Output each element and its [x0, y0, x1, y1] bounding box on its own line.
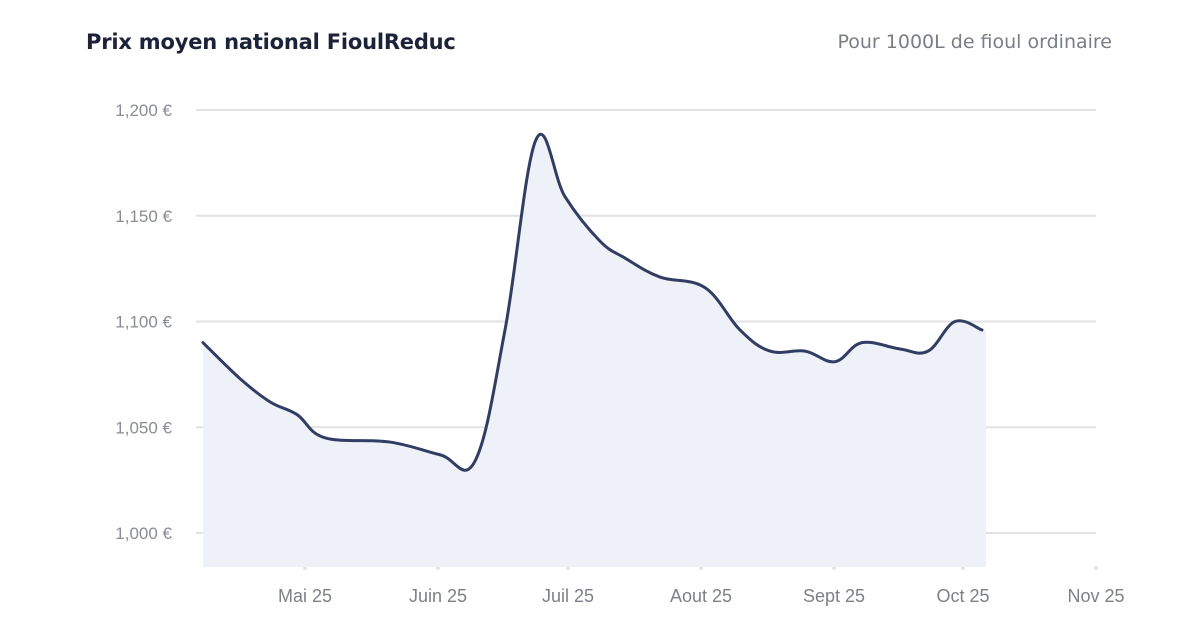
y-tick-label: 1,000 € [115, 524, 172, 543]
chart-subtitle: Pour 1000L de fioul ordinaire [837, 31, 1112, 53]
x-axis: Mai 25 Juin 25 Juil 25 Aout 25 Sept 25 Oct 25… [278, 566, 1125, 606]
y-tick-label: 1,150 € [115, 207, 172, 226]
chart-title: Prix moyen national FioulReduc [86, 30, 456, 54]
price-line[interactable] [201, 132, 984, 472]
x-tick-label: Sept 25 [803, 586, 865, 606]
x-tick [1094, 566, 1098, 570]
x-tick-label: Aout 25 [670, 586, 732, 606]
y-tick-label: 1,100 € [115, 313, 172, 332]
x-tick-label: Nov 25 [1067, 586, 1124, 606]
y-tick-label: 1,200 € [115, 101, 172, 120]
y-tick-label: 1,050 € [115, 418, 172, 437]
y-axis: 1,000 € 1,050 € 1,100 € 1,150 € 1,200 € [115, 101, 172, 543]
x-tick-label: Oct 25 [936, 586, 989, 606]
x-tick-label: Mai 25 [278, 586, 332, 606]
x-tick-label: Juin 25 [409, 586, 467, 606]
price-area-fill [203, 134, 986, 568]
x-tick-label: Juil 25 [542, 586, 594, 606]
